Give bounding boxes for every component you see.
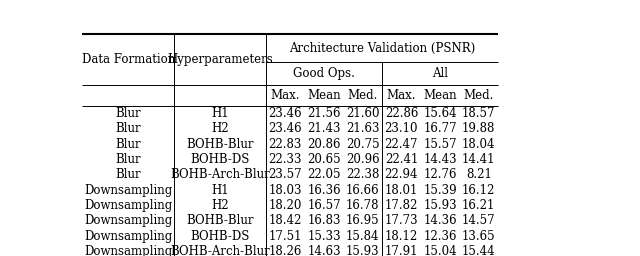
Text: Blur: Blur (116, 153, 141, 166)
Text: BOHB-DS: BOHB-DS (191, 153, 250, 166)
Text: 15.64: 15.64 (423, 107, 457, 120)
Text: 15.04: 15.04 (423, 245, 457, 256)
Text: 18.57: 18.57 (462, 107, 495, 120)
Text: 22.83: 22.83 (269, 137, 302, 151)
Text: Good Ops.: Good Ops. (293, 67, 355, 80)
Text: Downsampling: Downsampling (84, 184, 173, 197)
Text: 15.33: 15.33 (307, 230, 341, 243)
Text: 15.84: 15.84 (346, 230, 380, 243)
Text: BOHB-Blur: BOHB-Blur (186, 137, 254, 151)
Text: Max.: Max. (387, 89, 416, 102)
Text: 23.57: 23.57 (269, 168, 302, 181)
Text: 16.57: 16.57 (307, 199, 341, 212)
Text: 22.05: 22.05 (307, 168, 340, 181)
Text: 15.57: 15.57 (423, 137, 457, 151)
Text: 15.93: 15.93 (423, 199, 457, 212)
Text: 23.46: 23.46 (269, 122, 302, 135)
Text: Blur: Blur (116, 168, 141, 181)
Text: Med.: Med. (463, 89, 494, 102)
Text: Mean: Mean (423, 89, 457, 102)
Text: 14.41: 14.41 (462, 153, 495, 166)
Text: 14.63: 14.63 (307, 245, 341, 256)
Text: H2: H2 (211, 199, 229, 212)
Text: H2: H2 (211, 122, 229, 135)
Text: Max.: Max. (271, 89, 300, 102)
Text: 18.01: 18.01 (385, 184, 418, 197)
Text: 16.36: 16.36 (307, 184, 341, 197)
Text: 13.65: 13.65 (462, 230, 495, 243)
Text: 15.44: 15.44 (462, 245, 495, 256)
Text: 18.20: 18.20 (269, 199, 302, 212)
Text: 20.75: 20.75 (346, 137, 380, 151)
Text: Mean: Mean (307, 89, 341, 102)
Text: 14.43: 14.43 (423, 153, 457, 166)
Text: 23.10: 23.10 (385, 122, 418, 135)
Text: 16.21: 16.21 (462, 199, 495, 212)
Text: Architecture Validation (PSNR): Architecture Validation (PSNR) (289, 41, 475, 55)
Text: 20.96: 20.96 (346, 153, 380, 166)
Text: 12.36: 12.36 (423, 230, 457, 243)
Text: 17.82: 17.82 (385, 199, 418, 212)
Text: 17.73: 17.73 (385, 215, 418, 227)
Text: 20.65: 20.65 (307, 153, 341, 166)
Text: 18.12: 18.12 (385, 230, 418, 243)
Text: 22.94: 22.94 (385, 168, 418, 181)
Text: H1: H1 (211, 107, 229, 120)
Text: 18.26: 18.26 (269, 245, 302, 256)
Text: Blur: Blur (116, 137, 141, 151)
Text: 12.76: 12.76 (423, 168, 457, 181)
Text: 15.93: 15.93 (346, 245, 380, 256)
Text: Data Formation: Data Formation (82, 53, 175, 66)
Text: 16.83: 16.83 (307, 215, 340, 227)
Text: 18.04: 18.04 (462, 137, 495, 151)
Text: 21.43: 21.43 (307, 122, 340, 135)
Text: Blur: Blur (116, 107, 141, 120)
Text: Downsampling: Downsampling (84, 215, 173, 227)
Text: 16.12: 16.12 (462, 184, 495, 197)
Text: BOHB-Blur: BOHB-Blur (186, 215, 254, 227)
Text: 19.88: 19.88 (462, 122, 495, 135)
Text: Blur: Blur (116, 122, 141, 135)
Text: 22.86: 22.86 (385, 107, 418, 120)
Text: 20.86: 20.86 (307, 137, 340, 151)
Text: 15.39: 15.39 (423, 184, 457, 197)
Text: 23.46: 23.46 (269, 107, 302, 120)
Text: 16.77: 16.77 (423, 122, 457, 135)
Text: 21.56: 21.56 (307, 107, 340, 120)
Text: BOHB-Arch-Blur: BOHB-Arch-Blur (170, 245, 270, 256)
Text: 17.51: 17.51 (269, 230, 302, 243)
Text: Downsampling: Downsampling (84, 199, 173, 212)
Text: 21.63: 21.63 (346, 122, 380, 135)
Text: 16.78: 16.78 (346, 199, 380, 212)
Text: 14.36: 14.36 (423, 215, 457, 227)
Text: 21.60: 21.60 (346, 107, 380, 120)
Text: 22.33: 22.33 (269, 153, 302, 166)
Text: 16.95: 16.95 (346, 215, 380, 227)
Text: BOHB-Arch-Blur: BOHB-Arch-Blur (170, 168, 270, 181)
Text: Downsampling: Downsampling (84, 245, 173, 256)
Text: All: All (432, 67, 448, 80)
Text: Downsampling: Downsampling (84, 230, 173, 243)
Text: Hyperparameters: Hyperparameters (167, 53, 273, 66)
Text: 8.21: 8.21 (466, 168, 492, 181)
Text: 22.41: 22.41 (385, 153, 418, 166)
Text: 17.91: 17.91 (385, 245, 418, 256)
Text: 14.57: 14.57 (462, 215, 495, 227)
Text: Med.: Med. (348, 89, 378, 102)
Text: H1: H1 (211, 184, 229, 197)
Text: 16.66: 16.66 (346, 184, 380, 197)
Text: 22.38: 22.38 (346, 168, 380, 181)
Text: BOHB-DS: BOHB-DS (191, 230, 250, 243)
Text: 18.03: 18.03 (269, 184, 302, 197)
Text: 22.47: 22.47 (385, 137, 418, 151)
Text: 18.42: 18.42 (269, 215, 302, 227)
